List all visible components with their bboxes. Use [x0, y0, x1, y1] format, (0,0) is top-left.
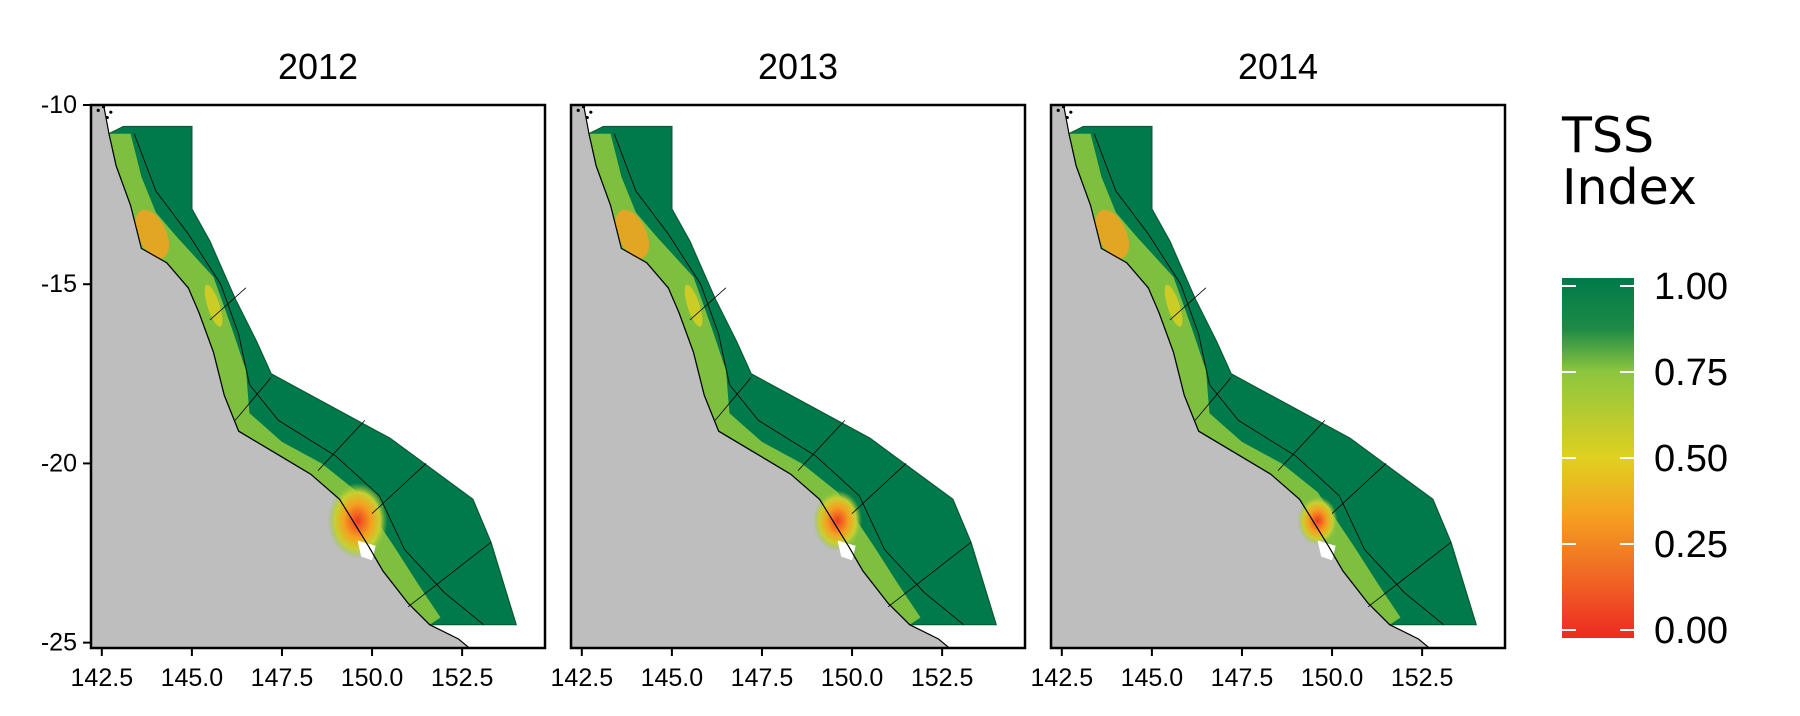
x-tick-label: 142.5 — [551, 664, 614, 692]
panel-title: 2013 — [758, 46, 838, 87]
turbidity-hotspot-north — [615, 209, 650, 259]
bay-water — [837, 540, 856, 561]
x-tick-label: 150.0 — [1301, 664, 1364, 692]
zone-boundary-line — [317, 420, 366, 471]
island-marker — [589, 110, 593, 114]
x-tick-label: 145.0 — [641, 664, 704, 692]
x-tick-label: 152.5 — [431, 664, 494, 692]
panel-title: 2012 — [278, 46, 358, 87]
zone-boundary-line — [689, 287, 727, 321]
legend: TSS Index 1.00 0.75 0.50 0.25 0.00 — [1561, 107, 1728, 652]
zone-boundary-line — [797, 420, 846, 471]
zone-boundary-line — [1367, 541, 1452, 608]
island-marker — [1069, 110, 1073, 114]
zone-boundary-line — [1194, 377, 1232, 421]
legend-label: 1.00 — [1654, 266, 1728, 308]
x-tick-label: 147.5 — [731, 664, 794, 692]
turbidity-patch — [204, 284, 223, 327]
panel-title: 2014 — [1238, 46, 1318, 87]
map-content — [91, 105, 545, 648]
map-panel: 2014 142.5 145.0 147.5 150.0 152.5 — [1031, 46, 1507, 692]
land-mass — [91, 105, 470, 648]
turbidity-patch — [684, 284, 703, 327]
x-tick-label: 142.5 — [1031, 664, 1094, 692]
turbidity-hotspot-south — [327, 482, 388, 559]
panel-frame — [89, 103, 547, 650]
island-marker — [576, 108, 580, 112]
x-tick-label: 150.0 — [341, 664, 404, 692]
coastline — [583, 105, 950, 648]
turbidity-hotspot-south — [1297, 496, 1338, 546]
coastline — [103, 105, 470, 648]
x-tick-label: 152.5 — [911, 664, 974, 692]
coastline — [1063, 105, 1430, 648]
map-panel: 2013 142.5 145.0 147.5 150.0 152.5 — [551, 46, 1027, 692]
zone-boundary-line — [714, 377, 752, 421]
y-tick-label: -15 — [41, 270, 77, 298]
x-tick-label: 145.0 — [1121, 664, 1184, 692]
turbidity-hotspot-south — [813, 490, 863, 552]
legend-label: 0.25 — [1654, 524, 1728, 566]
bay-water — [357, 540, 376, 561]
panel-frame — [569, 103, 1027, 650]
island-marker — [96, 108, 100, 112]
zone-boundary-line — [371, 463, 427, 514]
map-content — [571, 105, 1025, 648]
turbidity-hotspot-north — [135, 209, 170, 259]
y-tick-label: -10 — [41, 91, 77, 119]
zone-boundary-line — [1331, 463, 1387, 514]
zone-boundary-line — [1277, 420, 1326, 471]
x-tick-label: 145.0 — [161, 664, 224, 692]
zone-boundary-line — [851, 463, 907, 514]
bay-water — [1317, 540, 1336, 561]
zone-boundary-line — [234, 377, 272, 421]
legend-label: 0.50 — [1654, 438, 1728, 480]
island-marker — [1056, 108, 1060, 112]
panels-layer: 2012 142.5 145.0 147.5 150.0 152.5 -10 -15 -20 -2… — [41, 46, 1507, 692]
zone-boundary-line — [407, 541, 492, 608]
turbidity-patch — [1164, 284, 1183, 327]
map-content — [1051, 105, 1505, 648]
x-tick-label: 147.5 — [251, 664, 314, 692]
panel-frame — [1049, 103, 1507, 650]
x-tick-label: 147.5 — [1211, 664, 1274, 692]
legend-ticks: 1.00 0.75 0.50 0.25 0.00 — [1562, 266, 1728, 652]
x-tick-label: 150.0 — [821, 664, 884, 692]
land-mass — [1051, 105, 1430, 648]
zone-boundary-line — [209, 287, 247, 321]
legend-label: 0.00 — [1654, 610, 1728, 652]
reef-boundary-line — [613, 133, 964, 626]
reef-boundary-line — [1093, 133, 1444, 626]
land-mass — [571, 105, 950, 648]
reef-boundary-line — [133, 133, 484, 626]
zone-boundary-line — [1169, 287, 1207, 321]
zone-boundary-line — [887, 541, 972, 608]
map-panel: 2012 142.5 145.0 147.5 150.0 152.5 -10 -15 -20 -2… — [41, 46, 547, 692]
x-tick-label: 152.5 — [1391, 664, 1454, 692]
turbidity-hotspot-north — [1095, 209, 1130, 259]
island-marker — [109, 110, 113, 114]
legend-title-line2: Index — [1562, 159, 1697, 216]
legend-title-line1: TSS — [1561, 107, 1654, 164]
x-tick-label: 142.5 — [71, 664, 134, 692]
legend-label: 0.75 — [1654, 352, 1728, 394]
y-tick-label: -25 — [41, 629, 77, 657]
y-tick-label: -20 — [41, 449, 77, 477]
